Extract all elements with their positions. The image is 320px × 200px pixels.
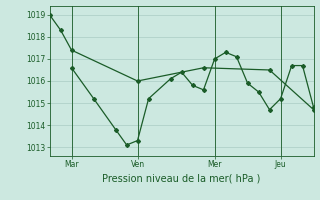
X-axis label: Pression niveau de la mer( hPa ): Pression niveau de la mer( hPa ) (102, 173, 261, 183)
